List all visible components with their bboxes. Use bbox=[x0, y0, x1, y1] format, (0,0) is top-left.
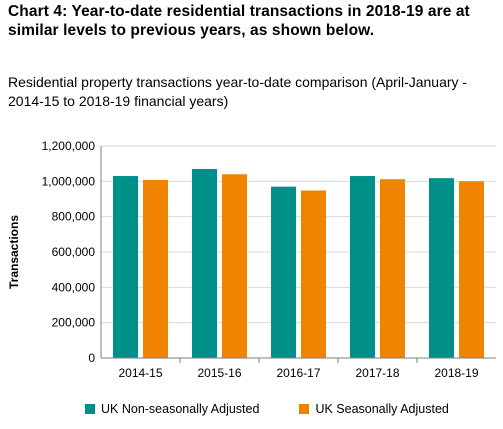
bar bbox=[301, 190, 326, 358]
x-tick-label: 2014-15 bbox=[118, 366, 162, 380]
y-tick-labels: 0 200,000 400,000 600,000 800,000 1,000,000 1,… bbox=[42, 139, 96, 365]
bar bbox=[350, 176, 375, 358]
x-tick-label: 2018-19 bbox=[434, 366, 478, 380]
legend-label-seasonally-adjusted: UK Seasonally Adjusted bbox=[315, 402, 449, 416]
y-tick-label: 800,000 bbox=[52, 210, 96, 224]
legend-label-non-seasonally-adjusted: UK Non-seasonally Adjusted bbox=[101, 402, 260, 416]
bar bbox=[192, 168, 217, 358]
y-tick-label: 200,000 bbox=[52, 316, 96, 330]
x-tick-labels: 2014-15 2015-16 2016-17 2017-18 2018-19 bbox=[118, 366, 478, 380]
x-tick-label: 2016-17 bbox=[276, 366, 320, 380]
bar bbox=[459, 181, 484, 358]
bar bbox=[429, 178, 454, 358]
bar-chart: 0 200,000 400,000 600,000 800,000 1,000,000 1,… bbox=[7, 139, 496, 380]
y-tick-label: 0 bbox=[88, 351, 95, 365]
y-tick-label: 400,000 bbox=[52, 280, 96, 294]
legend-item-seasonally-adjusted: UK Seasonally Adjusted bbox=[299, 402, 449, 416]
x-tick-label: 2015-16 bbox=[197, 366, 241, 380]
y-tick-label: 1,200,000 bbox=[42, 139, 96, 153]
bar bbox=[143, 179, 168, 358]
y-axis-label: Transactions bbox=[7, 215, 21, 289]
bar bbox=[271, 186, 296, 358]
chart-subtitle: Residential property transactions year-t… bbox=[8, 74, 468, 109]
x-tick-label: 2017-18 bbox=[355, 366, 399, 380]
chart-heading: Chart 4: Year-to-date residential transa… bbox=[8, 3, 470, 39]
y-tick-label: 600,000 bbox=[52, 245, 96, 259]
bar-series bbox=[113, 168, 484, 358]
bar bbox=[113, 176, 138, 358]
axes bbox=[100, 146, 496, 363]
legend-item-non-seasonally-adjusted: UK Non-seasonally Adjusted bbox=[85, 402, 259, 416]
legend: UK Non-seasonally Adjusted UK Seasonally… bbox=[85, 400, 489, 418]
y-tick-label: 1,000,000 bbox=[42, 174, 96, 188]
bar bbox=[222, 174, 247, 358]
legend-swatch-seasonally-adjusted bbox=[299, 404, 310, 414]
legend-swatch-non-seasonally-adjusted bbox=[85, 404, 95, 414]
bar bbox=[380, 179, 405, 358]
